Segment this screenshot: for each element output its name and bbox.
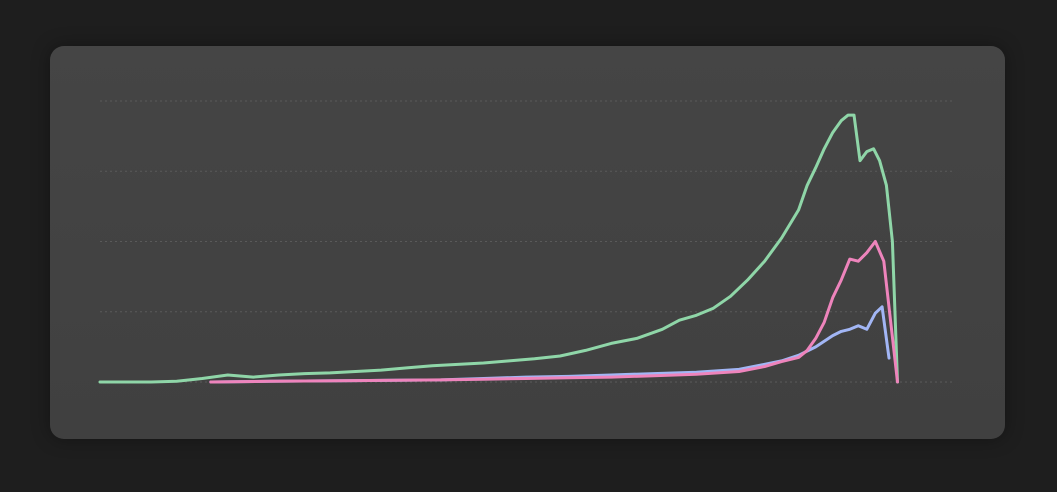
line-chart	[98, 100, 952, 384]
grid-lines	[100, 100, 952, 383]
chart-card	[50, 46, 1005, 439]
series-line-1	[98, 113, 899, 384]
series-line-2	[209, 305, 891, 384]
series-group	[98, 113, 899, 384]
series-line-3	[209, 240, 899, 384]
